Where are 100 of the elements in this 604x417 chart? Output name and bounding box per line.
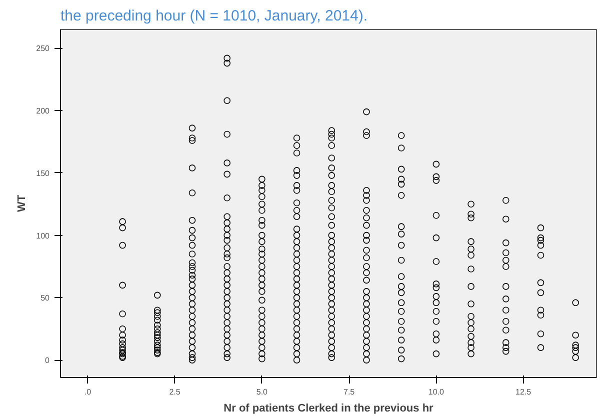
point: [432, 284, 440, 292]
point: [398, 289, 405, 296]
point: [224, 130, 230, 138]
point: [293, 213, 300, 220]
point: [224, 300, 230, 308]
point: [398, 176, 405, 183]
point: [398, 144, 405, 152]
point: [224, 236, 230, 244]
point: [258, 222, 266, 229]
point: [432, 173, 440, 180]
point: [502, 256, 510, 264]
point: [188, 332, 196, 338]
point: [363, 269, 370, 276]
point: [468, 344, 474, 351]
point: [119, 282, 126, 289]
point: [224, 170, 230, 178]
point: [188, 294, 196, 302]
point: [224, 263, 230, 270]
point: [188, 344, 196, 351]
point: [398, 256, 405, 264]
point: [224, 54, 230, 62]
point: [258, 355, 266, 362]
point: [363, 214, 370, 222]
point: [154, 322, 161, 329]
point: [119, 346, 126, 354]
point: [224, 254, 230, 262]
x-tick-label: 2.5: [169, 388, 181, 396]
point: [188, 226, 196, 234]
point: [224, 338, 230, 345]
point: [224, 306, 230, 314]
point: [293, 350, 300, 358]
point: [224, 60, 230, 67]
point: [224, 282, 230, 289]
point: [258, 282, 266, 289]
point: [328, 354, 336, 361]
point: [224, 244, 230, 252]
y-tick-label: 250: [36, 44, 50, 54]
point: [293, 306, 300, 314]
point: [468, 300, 474, 308]
x-tick-label: 5.0: [256, 388, 268, 396]
point: [398, 346, 405, 354]
point: [188, 288, 196, 295]
x-tick-label: 10.0: [428, 388, 445, 396]
point: [328, 188, 336, 196]
point: [154, 316, 161, 324]
point: [154, 329, 161, 336]
point: [537, 289, 544, 296]
point: [328, 312, 336, 320]
point: [398, 192, 405, 199]
point: [293, 182, 300, 189]
point: [468, 252, 474, 259]
chart-title: the preceding hour (N = 1010, January, 2014).: [60, 8, 368, 24]
point: [188, 319, 196, 326]
point: [224, 294, 230, 302]
point: [258, 269, 266, 276]
point: [154, 346, 161, 354]
point: [328, 263, 336, 270]
point: [328, 269, 336, 276]
point: [432, 258, 440, 265]
point: [572, 344, 579, 351]
point: [432, 318, 440, 325]
point: [154, 334, 161, 341]
point: [119, 310, 126, 318]
point: [468, 266, 474, 272]
point: [328, 204, 336, 212]
point: [293, 338, 300, 345]
point: [537, 242, 544, 249]
point: [363, 187, 370, 194]
point: [398, 223, 405, 230]
point: [258, 182, 266, 189]
point: [293, 167, 300, 174]
point: [363, 236, 370, 244]
point: [258, 276, 266, 282]
point: [258, 306, 266, 314]
point: [224, 250, 230, 258]
point: [502, 239, 510, 246]
point: [363, 288, 370, 295]
point: [224, 332, 230, 338]
point: [293, 263, 300, 270]
point: [537, 312, 544, 319]
point: [258, 312, 266, 320]
point: [258, 200, 266, 208]
point: [258, 232, 266, 239]
point: [188, 354, 196, 361]
point: [224, 354, 230, 361]
point: [328, 244, 336, 252]
y-tick-label: 200: [36, 106, 50, 116]
point: [293, 356, 300, 364]
point: [154, 312, 161, 320]
point: [258, 216, 266, 224]
point: [363, 306, 370, 314]
point: [502, 196, 510, 204]
point: [258, 250, 266, 258]
point: [572, 348, 579, 355]
point: [328, 213, 336, 220]
point: [328, 282, 336, 289]
point: [363, 312, 370, 320]
point: [154, 306, 161, 314]
point: [502, 296, 510, 302]
point: [432, 336, 440, 344]
